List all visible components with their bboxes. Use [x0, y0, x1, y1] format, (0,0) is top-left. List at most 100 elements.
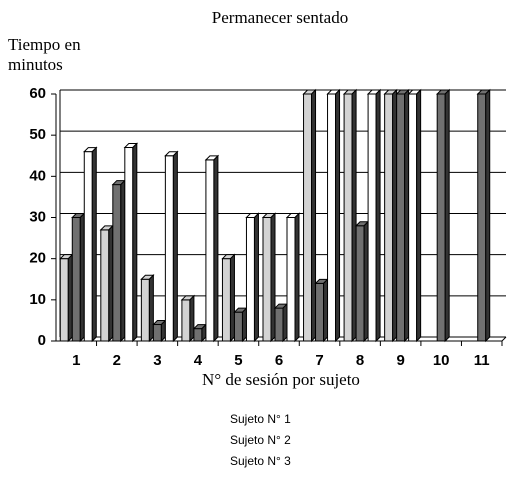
bar — [221, 253, 236, 343]
bar — [123, 142, 139, 343]
bar-face — [164, 155, 174, 342]
bar-face — [132, 142, 138, 343]
bar — [180, 294, 196, 343]
bar-face — [485, 88, 491, 343]
x-axis-label: N° de sesión por sujeto — [202, 370, 360, 389]
bar — [407, 88, 422, 343]
bar — [302, 88, 317, 343]
bar — [285, 212, 301, 343]
bar-face — [91, 146, 97, 343]
bar-face — [355, 225, 365, 342]
y-tick-label: 30 — [29, 208, 46, 225]
bar — [99, 224, 115, 343]
bar-face — [71, 217, 81, 342]
y-tick-label: 60 — [29, 85, 46, 102]
x-tick-label: 9 — [396, 352, 404, 369]
bar-face — [436, 93, 446, 342]
bar-face — [416, 88, 422, 343]
bar-face — [213, 154, 219, 343]
x-tick-label: 8 — [356, 352, 364, 369]
bar-face — [205, 159, 215, 342]
bar-face — [59, 258, 69, 342]
floor-edge — [501, 336, 507, 342]
x-tick-label: 10 — [433, 352, 450, 369]
bar-face — [100, 229, 110, 342]
bar — [476, 88, 491, 343]
legend-label: Sujeto N° 3 — [230, 454, 291, 468]
y-tick-label: 50 — [29, 126, 46, 143]
bar — [245, 212, 260, 343]
bar-face — [392, 88, 398, 343]
y-tick-label: 10 — [29, 291, 46, 308]
bar — [326, 88, 341, 343]
x-tick-label: 5 — [234, 352, 242, 369]
y-axis-label: minutos — [8, 55, 63, 74]
bar-face — [375, 88, 381, 343]
bar-face — [311, 88, 317, 343]
bar — [395, 88, 410, 343]
bar-face — [152, 324, 162, 342]
bar-face — [323, 278, 329, 343]
bar-face — [83, 151, 93, 342]
x-tick-label: 3 — [153, 352, 161, 369]
bar-face — [124, 147, 134, 342]
y-tick-label: 0 — [38, 332, 46, 349]
bar-face — [253, 212, 259, 343]
bar — [71, 212, 86, 343]
bar-face — [315, 282, 325, 342]
x-tick-label: 1 — [72, 352, 80, 369]
bar — [233, 306, 248, 343]
bar-face — [112, 184, 122, 342]
x-tick-label: 11 — [474, 352, 490, 369]
bar — [273, 302, 289, 343]
bar-face — [408, 93, 418, 342]
bar-face — [221, 258, 231, 342]
bar-face — [189, 294, 195, 343]
bar-face — [274, 307, 284, 342]
bar-face — [120, 179, 126, 343]
bar-face — [384, 93, 394, 342]
y-tick-label: 40 — [29, 167, 46, 184]
bar-face — [286, 217, 296, 342]
chart-title: Permanecer sentado — [212, 8, 348, 27]
bar — [152, 319, 167, 343]
bar-face — [444, 88, 450, 343]
bar-face — [335, 88, 341, 343]
bar-face — [303, 93, 313, 342]
bar — [354, 220, 370, 343]
bar-face — [363, 220, 369, 343]
bar — [204, 154, 220, 343]
bar-face — [229, 253, 235, 343]
bar-face — [367, 93, 377, 342]
bar-face — [181, 299, 191, 342]
bar-face — [140, 278, 150, 342]
bar-face — [294, 212, 300, 343]
bar-face — [67, 253, 73, 343]
legend-label: Sujeto N° 1 — [230, 412, 291, 426]
legend-label: Sujeto N° 2 — [230, 433, 291, 447]
bar — [59, 253, 74, 343]
bar-face — [282, 302, 288, 343]
bar — [435, 88, 451, 343]
bar-face — [343, 93, 353, 342]
bar — [192, 323, 208, 343]
bar — [140, 274, 155, 343]
x-tick-label: 7 — [315, 352, 323, 369]
bar-face — [160, 319, 166, 343]
bar — [342, 88, 358, 343]
x-tick-label: 6 — [275, 352, 283, 369]
bar-face — [108, 224, 114, 343]
bar — [261, 212, 277, 343]
bar — [83, 146, 98, 343]
bar — [111, 179, 127, 343]
x-tick-label: 2 — [113, 352, 121, 369]
bar-face — [193, 328, 203, 342]
y-axis-label: Tiempo en — [8, 35, 81, 54]
bar-face — [327, 93, 337, 342]
bar-face — [172, 150, 178, 343]
bar-face — [148, 274, 154, 343]
x-tick-label: 4 — [194, 352, 203, 369]
bar — [314, 278, 329, 343]
bar-face — [241, 306, 247, 343]
